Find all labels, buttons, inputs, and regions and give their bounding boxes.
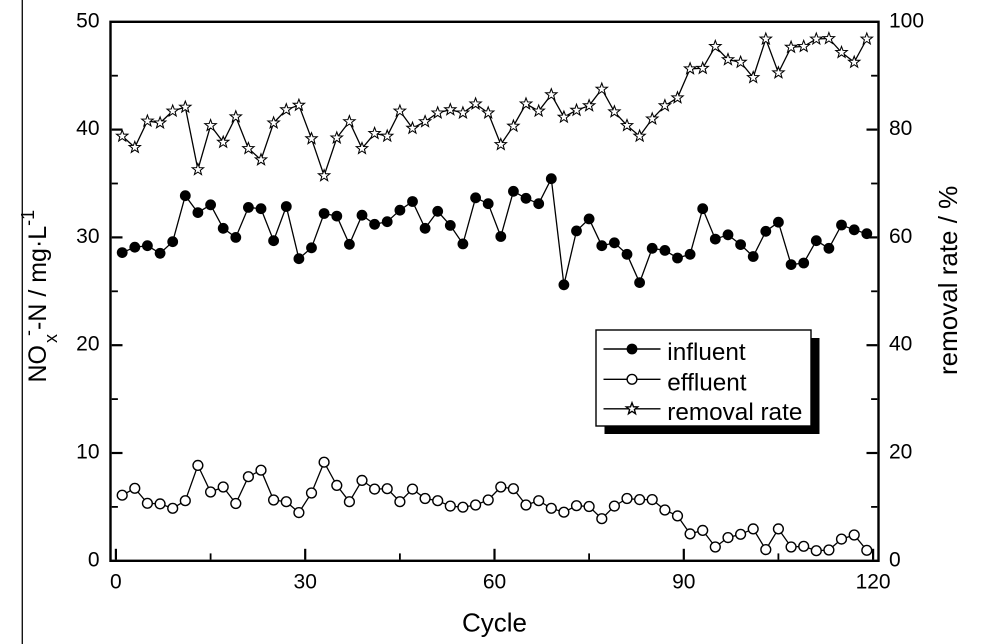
svg-text:0: 0 [88,548,100,571]
svg-text:60: 60 [483,570,506,593]
svg-text:120: 120 [856,570,891,593]
svg-text:10: 10 [76,441,99,464]
svg-text:40: 40 [889,333,912,356]
svg-text:100: 100 [889,9,924,32]
svg-text:80: 80 [889,117,912,140]
svg-text:effluent: effluent [667,369,747,396]
svg-text:90: 90 [672,570,695,593]
svg-text:30: 30 [76,225,99,248]
svg-text:Cycle: Cycle [462,608,527,638]
svg-text:0: 0 [889,548,901,571]
svg-text:20: 20 [76,333,99,356]
svg-text:20: 20 [889,441,912,464]
svg-text:removal rate: removal rate [667,399,802,426]
svg-text:influent: influent [667,339,746,366]
svg-text:0: 0 [110,570,122,593]
svg-text:removal rate / %: removal rate / % [933,186,963,375]
svg-text:30: 30 [294,570,317,593]
svg-text:60: 60 [889,225,912,248]
svg-text:40: 40 [76,117,99,140]
svg-text:50: 50 [76,9,99,32]
